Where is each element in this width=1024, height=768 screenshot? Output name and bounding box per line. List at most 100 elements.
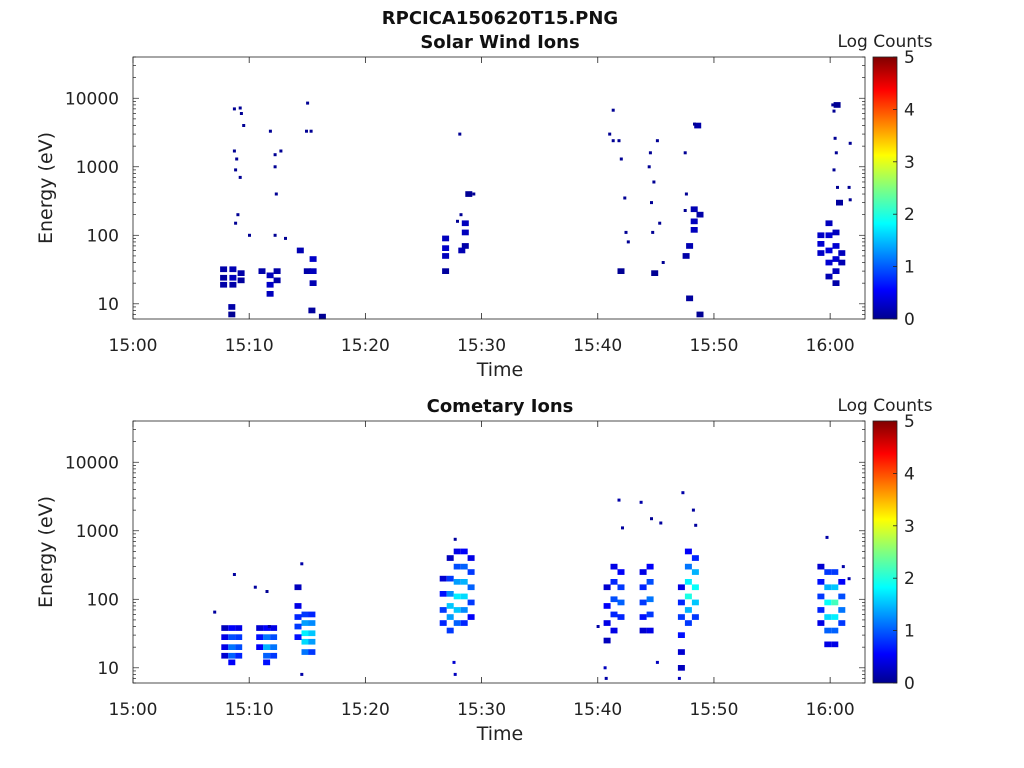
heatmap-cell xyxy=(453,620,461,626)
heatmap-point xyxy=(232,107,236,111)
heatmap-cell xyxy=(817,620,825,626)
heatmap-cell xyxy=(308,649,316,655)
heatmap-cell xyxy=(617,584,625,591)
y-tick-label: 10000 xyxy=(65,453,119,473)
y-axis-label: Energy (eV) xyxy=(35,132,57,244)
heatmap-cell xyxy=(228,652,236,659)
heatmap-cell xyxy=(453,563,461,570)
heatmap-cell xyxy=(639,584,647,591)
x-tick-label: 15:50 xyxy=(689,336,738,356)
heatmap-cell xyxy=(691,555,699,561)
heatmap-cell xyxy=(294,584,302,591)
heatmap-cell xyxy=(270,652,278,659)
heatmap-cell xyxy=(270,634,278,640)
heatmap-cell xyxy=(308,611,316,618)
y-axis: 10 100 1000 10000 xyxy=(65,56,865,320)
heatmap-point xyxy=(694,523,698,527)
heatmap-cell xyxy=(833,102,841,108)
heatmap-cell xyxy=(610,596,618,603)
heatmap-cell xyxy=(453,607,461,613)
heatmap-point xyxy=(617,498,621,502)
heatmap-cell xyxy=(467,569,475,575)
heatmap-point xyxy=(273,153,277,157)
heatmap-point xyxy=(213,610,217,614)
heatmap-point xyxy=(681,491,685,495)
heatmap-cell xyxy=(294,603,302,609)
heatmap-marks xyxy=(213,491,851,680)
heatmap-point xyxy=(453,537,457,541)
heatmap-cell xyxy=(461,229,469,236)
heatmap-point xyxy=(300,672,304,676)
plot-area xyxy=(132,420,866,684)
heatmap-cell xyxy=(309,268,317,274)
x-axis-label: Time xyxy=(476,359,524,381)
heatmap-cell xyxy=(831,614,839,620)
x-tick-label: 15:10 xyxy=(225,336,274,356)
colorbar-ticks: 0 1 2 3 4 5 xyxy=(893,412,915,694)
colorbar-tick-label: 2 xyxy=(904,205,915,225)
heatmap-cell xyxy=(684,579,692,585)
y-tick-label: 10 xyxy=(97,295,119,315)
heatmap-cell xyxy=(273,268,281,274)
heatmap-point xyxy=(234,221,238,225)
heatmap-cell xyxy=(838,607,846,613)
y-tick-label: 1000 xyxy=(76,522,119,542)
colorbar-tick-label: 1 xyxy=(904,622,915,642)
heatmap-cell xyxy=(677,665,685,671)
colorbar-tick-label: 0 xyxy=(904,310,915,330)
heatmap-point xyxy=(619,157,623,161)
heatmap-point xyxy=(831,103,835,107)
heatmap-point xyxy=(604,676,608,680)
heatmap-cell xyxy=(263,634,271,640)
heatmap-point xyxy=(658,221,662,225)
heatmap-cell xyxy=(442,268,450,274)
heatmap-cell xyxy=(221,644,229,650)
heatmap-cell xyxy=(467,614,475,620)
heatmap-cell xyxy=(446,591,454,597)
heatmap-cell xyxy=(684,563,692,570)
x-tick-label: 15:00 xyxy=(109,336,158,356)
heatmap-cell xyxy=(691,614,699,620)
heatmap-cell xyxy=(308,630,316,637)
heatmap-cell xyxy=(603,637,611,644)
heatmap-cell xyxy=(817,593,825,600)
heatmap-cell xyxy=(639,627,647,634)
heatmap-cell xyxy=(228,311,236,318)
heatmap-cell xyxy=(263,659,271,666)
heatmap-cell xyxy=(256,634,264,640)
heatmap-cell xyxy=(301,611,309,618)
heatmap-cell xyxy=(838,259,846,266)
heatmap-cell xyxy=(263,652,271,659)
colorbar: Log Counts 0 1 2 3 4 5 xyxy=(837,32,932,330)
heatmap-cell xyxy=(453,548,461,555)
heatmap-cell xyxy=(696,211,704,218)
heatmap-cell xyxy=(446,603,454,609)
heatmap-cell xyxy=(256,625,264,631)
heatmap-point xyxy=(453,672,457,676)
heatmap-point xyxy=(603,666,607,670)
heatmap-cell xyxy=(446,555,454,561)
heatmap-cell xyxy=(442,235,450,242)
chart-title: Cometary Ions xyxy=(427,396,574,417)
heatmap-point xyxy=(248,233,251,237)
heatmap-cell xyxy=(228,625,236,631)
heatmap-cell xyxy=(439,575,447,582)
heatmap-cell xyxy=(258,268,266,274)
heatmap-cell xyxy=(235,634,243,640)
heatmap-cell xyxy=(691,584,699,591)
heatmap-cell xyxy=(221,625,229,631)
heatmap-cell xyxy=(220,281,228,288)
heatmap-cell xyxy=(220,274,228,281)
heatmap-cell xyxy=(235,652,243,659)
x-tick-label: 15:30 xyxy=(457,336,506,356)
heatmap-cell xyxy=(824,599,832,606)
heatmap-cell xyxy=(308,638,316,645)
heatmap-cell xyxy=(308,307,316,314)
heatmap-point xyxy=(847,185,851,189)
heatmap-cell xyxy=(460,620,468,626)
y-axis-label: Energy (eV) xyxy=(35,496,57,608)
heatmap-cell xyxy=(646,579,654,585)
heatmap-point xyxy=(834,151,838,155)
heatmap-cell xyxy=(610,579,618,585)
heatmap-cell xyxy=(228,634,236,640)
